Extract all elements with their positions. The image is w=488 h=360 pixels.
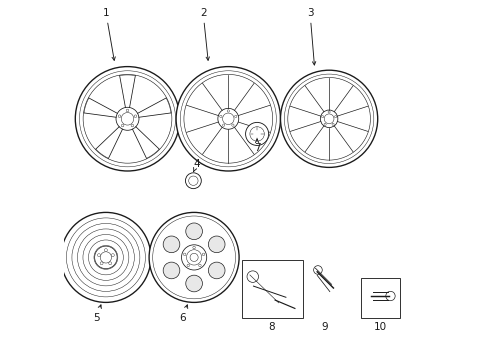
Circle shape <box>186 264 189 267</box>
Circle shape <box>111 254 114 257</box>
Circle shape <box>245 122 268 145</box>
FancyBboxPatch shape <box>360 278 399 318</box>
Circle shape <box>176 67 280 171</box>
Circle shape <box>198 264 201 267</box>
Circle shape <box>104 249 107 252</box>
Circle shape <box>208 236 224 253</box>
Circle shape <box>163 262 180 279</box>
Circle shape <box>183 253 185 256</box>
Circle shape <box>331 123 333 125</box>
Circle shape <box>100 262 103 265</box>
Text: 1: 1 <box>102 8 115 60</box>
Circle shape <box>327 111 329 113</box>
Text: 6: 6 <box>179 305 187 323</box>
Circle shape <box>234 115 236 117</box>
Circle shape <box>116 107 139 130</box>
Text: 3: 3 <box>306 8 315 65</box>
Circle shape <box>185 275 202 292</box>
Circle shape <box>126 109 128 112</box>
Circle shape <box>218 108 238 129</box>
Circle shape <box>181 245 206 270</box>
Circle shape <box>163 236 180 253</box>
Circle shape <box>320 110 337 127</box>
Text: 7: 7 <box>253 139 260 153</box>
Circle shape <box>321 116 323 118</box>
Circle shape <box>95 246 117 269</box>
Circle shape <box>75 67 179 171</box>
Circle shape <box>118 115 121 117</box>
Circle shape <box>149 212 239 302</box>
Circle shape <box>192 246 195 249</box>
Text: 10: 10 <box>373 321 386 332</box>
Circle shape <box>222 124 224 126</box>
Circle shape <box>231 124 234 126</box>
Text: 2: 2 <box>200 8 209 60</box>
Circle shape <box>227 110 229 112</box>
Circle shape <box>334 116 336 118</box>
Circle shape <box>208 262 224 279</box>
Text: 4: 4 <box>193 159 200 172</box>
Circle shape <box>280 70 377 167</box>
Circle shape <box>121 124 123 127</box>
Text: 5: 5 <box>93 305 101 323</box>
Text: 9: 9 <box>321 321 327 332</box>
FancyBboxPatch shape <box>242 260 302 318</box>
Circle shape <box>185 223 202 240</box>
Circle shape <box>97 254 100 257</box>
Circle shape <box>324 123 325 125</box>
Text: 8: 8 <box>267 321 274 332</box>
Circle shape <box>219 115 222 117</box>
Circle shape <box>108 262 111 265</box>
Circle shape <box>134 115 137 117</box>
Circle shape <box>185 173 201 189</box>
Circle shape <box>131 124 133 127</box>
Circle shape <box>202 253 204 256</box>
